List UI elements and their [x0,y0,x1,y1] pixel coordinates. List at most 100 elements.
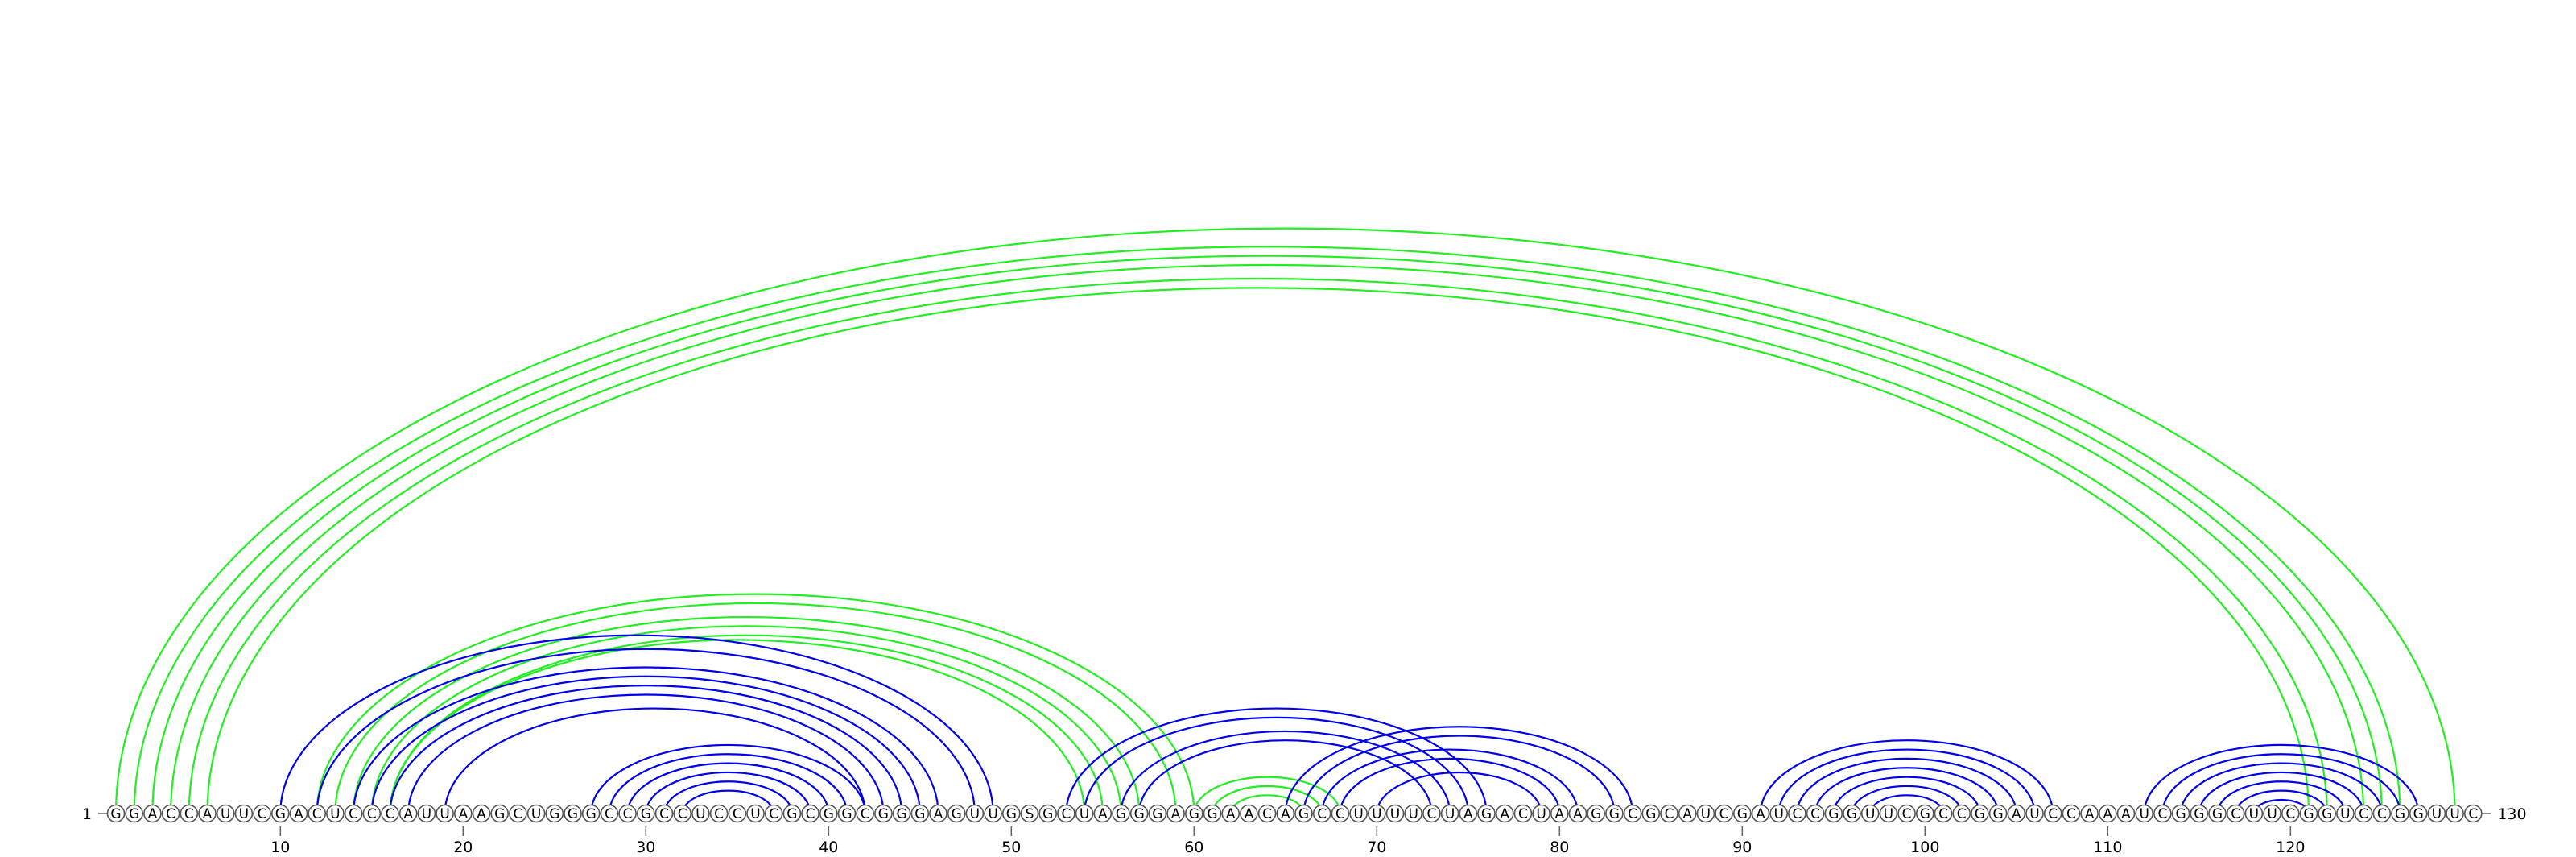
nucleotide-letter: G [549,806,559,822]
nucleotide-74: U [1442,805,1459,823]
nucleotide-63: A [1241,805,1257,823]
nucleotide-71: U [1387,805,1404,823]
nucleotide-letter: C [513,806,522,822]
nucleotide-letter: A [2103,806,2112,822]
nucleotide-letter: C [605,806,614,822]
nucleotide-letter: C [1628,806,1637,822]
nucleotide-125: C [2373,805,2390,823]
nucleotide-13: U [327,805,344,823]
nucleotide-81: A [1570,805,1587,823]
nucleotide-letter: C [714,806,724,822]
nucleotide-66: G [1295,805,1312,823]
nucleotide-45: G [911,805,928,823]
nucleotide-letter: G [641,806,651,822]
tick-label-120: 120 [2276,838,2305,856]
nucleotide-letter: A [1226,806,1236,822]
nucleotide-48: U [966,805,983,823]
nucleotide-letter: G [568,806,578,822]
nucleotide-letter: U [1080,806,1089,822]
nucleotide-letter: G [897,806,907,822]
structure-b-arc-1-129 [116,229,2455,814]
nucleotide-41: G [839,805,856,823]
nucleotide-letter: U [1390,806,1400,822]
nucleotide-letter: U [2029,806,2039,822]
nucleotide-32: C [674,805,691,823]
nucleotide-126: G [2392,805,2409,823]
nucleotide-letter: G [786,806,797,822]
nucleotide-letter: C [678,806,687,822]
nucleotide-letter: G [2322,806,2332,822]
nucleotide-89: C [1715,805,1732,823]
nucleotide-letter: C [623,806,633,822]
nucleotide-19: U [436,805,453,823]
nucleotide-letter: C [2285,806,2295,822]
nucleotide-124: C [2355,805,2372,823]
nucleotide-29: C [619,805,636,823]
nucleotide-letter: A [148,806,158,822]
nucleotide-30: G [638,805,654,823]
nucleotide-letter: U [2450,806,2459,822]
arc-layer [116,229,2455,814]
nucleotide-97: U [1862,805,1879,823]
nucleotide-109: A [2081,805,2098,823]
nucleotide-letter: C [1665,806,1674,822]
nucleotide-14: C [345,805,362,823]
nucleotide-2: G [126,805,142,823]
nucleotide-17: A [400,805,417,823]
nucleotide-95: G [1825,805,1842,823]
nucleotide-31: C [656,805,673,823]
nucleotide-128: U [2428,805,2445,823]
nucleotide-letter: A [1281,806,1290,822]
nucleotide-69: U [1350,805,1367,823]
nucleotide-letter: U [221,806,230,822]
nucleotide-117: C [2227,805,2244,823]
nucleotide-letter: A [403,806,413,822]
nucleotide-letter: G [2194,806,2204,822]
tick-label-40: 40 [819,838,838,856]
nucleotide-letter: C [1335,806,1345,822]
nucleotide-letter: U [1372,806,1381,822]
nucleotide-51: S [1022,805,1038,823]
nucleotide-letter: C [806,806,815,822]
nucleotide-33: U [692,805,709,823]
tick-label-80: 80 [1550,838,1569,856]
nucleotide-letter: G [1152,806,1162,822]
nucleotide-letter: C [1810,806,1820,822]
nucleotide-letter: U [531,806,541,822]
nucleotide-98: U [1880,805,1897,823]
nucleotide-letter: A [1682,806,1692,822]
nucleotide-108: C [2062,805,2079,823]
tick-label-100: 100 [1910,838,1939,856]
nucleotide-letter: A [2012,806,2021,822]
nucleotide-letter: C [769,806,778,822]
nucleotide-70: U [1368,805,1385,823]
nucleotide-104: G [1990,805,2007,823]
nucleotide-44: G [894,805,910,823]
nucleotide-letter: G [2176,806,2186,822]
nucleotide-letter: G [1116,806,1126,822]
tick-label-60: 60 [1184,838,1203,856]
nucleotide-26: G [564,805,581,823]
tick-label-110: 110 [2093,838,2122,856]
nucleotide-letter: C [1719,806,1729,822]
nucleotide-letter: G [2212,806,2223,822]
nucleotide-letter: C [1317,806,1327,822]
nucleotide-23: C [510,805,526,823]
nucleotide-85: G [1642,805,1659,823]
nucleotide-letter: G [1975,806,1985,822]
nucleotide-letter: C [1426,806,1436,822]
structure-a-arc-29-40 [628,764,829,814]
nucleotide-letter: A [1554,806,1564,822]
nucleotide-letter: A [2085,806,2095,822]
nucleotide-letter: G [275,806,286,822]
nucleotide-58: G [1149,805,1166,823]
nucleotide-letter: C [184,806,194,822]
nucleotide-letter: C [2048,806,2058,822]
nucleotide-letter: U [2340,806,2350,822]
nucleotide-letter: C [386,806,395,822]
nucleotide-46: A [930,805,947,823]
nucleotide-106: U [2026,805,2043,823]
nucleotide-84: C [1624,805,1641,823]
nucleotide-91: A [1752,805,1769,823]
nucleotide-letter: G [1920,806,1930,822]
